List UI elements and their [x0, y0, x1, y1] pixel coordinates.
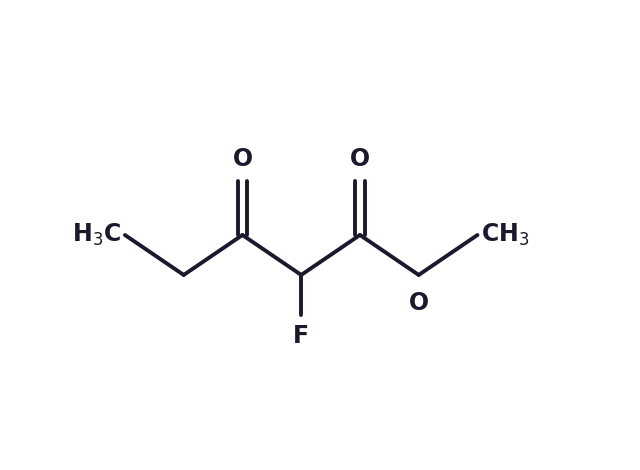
Text: F: F — [293, 324, 309, 348]
Text: O: O — [408, 291, 429, 315]
Text: CH$_3$: CH$_3$ — [481, 222, 530, 248]
Text: O: O — [232, 147, 253, 171]
Text: O: O — [350, 147, 370, 171]
Text: H$_3$C: H$_3$C — [72, 222, 121, 248]
